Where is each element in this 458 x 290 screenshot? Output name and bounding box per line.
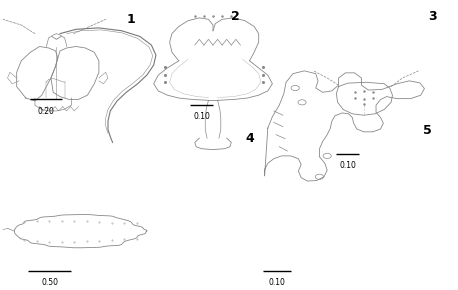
Text: 4: 4 <box>245 132 254 145</box>
Text: 2: 2 <box>231 10 240 23</box>
Text: 1: 1 <box>126 13 135 26</box>
Text: 0.20: 0.20 <box>38 107 55 116</box>
Text: 0.10: 0.10 <box>339 161 356 170</box>
Text: 3: 3 <box>428 10 436 23</box>
Text: 5: 5 <box>423 124 432 137</box>
Text: 0.10: 0.10 <box>193 112 210 121</box>
Text: 0.50: 0.50 <box>42 278 59 287</box>
Text: 0.10: 0.10 <box>268 278 285 287</box>
